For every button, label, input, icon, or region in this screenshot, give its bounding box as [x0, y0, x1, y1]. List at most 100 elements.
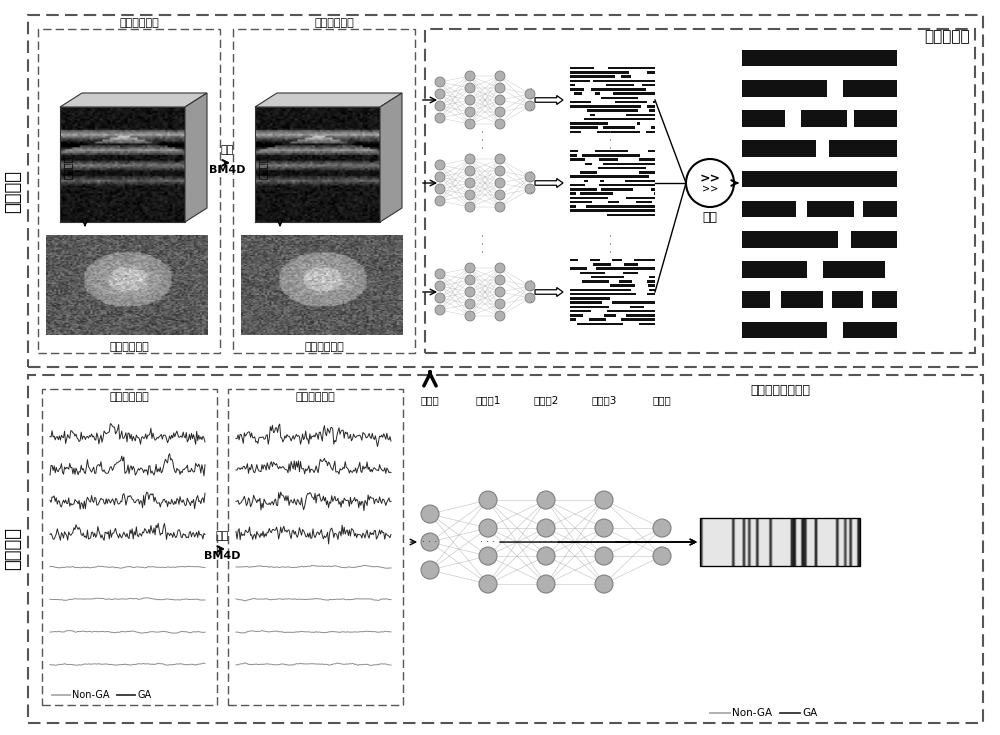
Circle shape — [435, 269, 445, 279]
Text: BM4D: BM4D — [209, 165, 245, 175]
Bar — [588, 196, 608, 199]
Bar — [614, 162, 629, 165]
Bar — [643, 201, 652, 204]
Bar — [586, 289, 599, 291]
Bar — [589, 154, 598, 157]
Circle shape — [525, 293, 535, 303]
Bar — [832, 291, 863, 308]
Bar — [585, 209, 603, 212]
Bar — [634, 259, 642, 262]
Bar — [614, 84, 621, 87]
Circle shape — [465, 287, 475, 297]
Circle shape — [465, 311, 475, 321]
Bar — [621, 110, 627, 112]
Circle shape — [495, 178, 505, 188]
Bar — [638, 118, 655, 121]
Circle shape — [421, 533, 439, 551]
Circle shape — [465, 190, 475, 200]
Bar — [570, 176, 582, 178]
Bar — [603, 176, 610, 178]
Bar — [570, 201, 581, 204]
Bar — [578, 184, 585, 187]
Bar — [604, 76, 615, 78]
Polygon shape — [60, 93, 207, 107]
Bar — [626, 314, 643, 317]
Bar — [590, 114, 595, 116]
Bar — [742, 80, 827, 96]
Bar — [603, 122, 608, 125]
Bar — [742, 261, 807, 278]
Text: 去噪: 去噪 — [220, 145, 234, 155]
Text: >>: >> — [702, 183, 718, 193]
Bar — [570, 209, 585, 212]
Bar — [595, 88, 610, 90]
Circle shape — [435, 160, 445, 170]
Bar — [606, 167, 614, 169]
Circle shape — [495, 275, 505, 285]
Bar — [574, 301, 585, 304]
Bar — [629, 131, 640, 133]
Bar — [595, 276, 613, 279]
Bar — [625, 67, 629, 69]
Bar — [580, 171, 597, 173]
Text: Non-GA: Non-GA — [732, 708, 772, 718]
Circle shape — [495, 71, 505, 81]
Bar — [596, 268, 600, 270]
Bar — [629, 162, 643, 165]
Bar — [620, 188, 633, 190]
Bar — [648, 284, 655, 287]
Bar — [609, 126, 615, 129]
Bar — [584, 118, 598, 121]
Bar — [598, 118, 603, 121]
Bar — [648, 67, 655, 69]
Text: ·
·
·: · · · — [529, 277, 531, 307]
Bar — [613, 93, 621, 95]
Bar — [742, 171, 897, 187]
Text: · · ·: · · · — [606, 233, 619, 253]
Bar — [601, 188, 620, 190]
Bar — [651, 126, 655, 129]
Bar — [637, 122, 640, 125]
Bar — [742, 201, 796, 218]
Circle shape — [525, 281, 535, 291]
Bar — [591, 276, 595, 279]
Bar — [574, 67, 585, 69]
Bar — [585, 71, 599, 74]
Bar — [863, 201, 897, 218]
Bar — [634, 101, 647, 104]
Bar — [570, 196, 588, 199]
Bar — [643, 114, 655, 116]
Bar — [742, 291, 770, 308]
Circle shape — [435, 184, 445, 194]
Circle shape — [465, 166, 475, 176]
Bar — [598, 167, 606, 169]
Bar — [580, 272, 584, 274]
Bar — [607, 310, 611, 312]
Bar — [742, 50, 897, 66]
Text: 去噪一维信号: 去噪一维信号 — [296, 392, 335, 402]
Bar — [577, 158, 585, 161]
Circle shape — [435, 305, 445, 315]
Bar — [577, 323, 588, 325]
Text: 隐含层1: 隐含层1 — [475, 395, 501, 405]
Bar — [651, 188, 655, 190]
Bar — [585, 306, 600, 308]
Circle shape — [465, 178, 475, 188]
Bar — [628, 79, 648, 82]
Circle shape — [537, 519, 555, 537]
Circle shape — [435, 89, 445, 99]
Bar — [626, 209, 644, 212]
Circle shape — [525, 89, 535, 99]
Circle shape — [465, 107, 475, 117]
Bar — [647, 71, 655, 74]
Circle shape — [653, 547, 671, 565]
Bar — [613, 214, 626, 216]
Bar — [626, 114, 643, 116]
Bar — [570, 76, 584, 78]
Bar — [618, 131, 625, 133]
Bar — [633, 184, 649, 187]
Circle shape — [479, 519, 497, 537]
Bar — [645, 205, 653, 208]
Text: · · ·: · · · — [479, 129, 492, 149]
Bar — [570, 84, 575, 87]
